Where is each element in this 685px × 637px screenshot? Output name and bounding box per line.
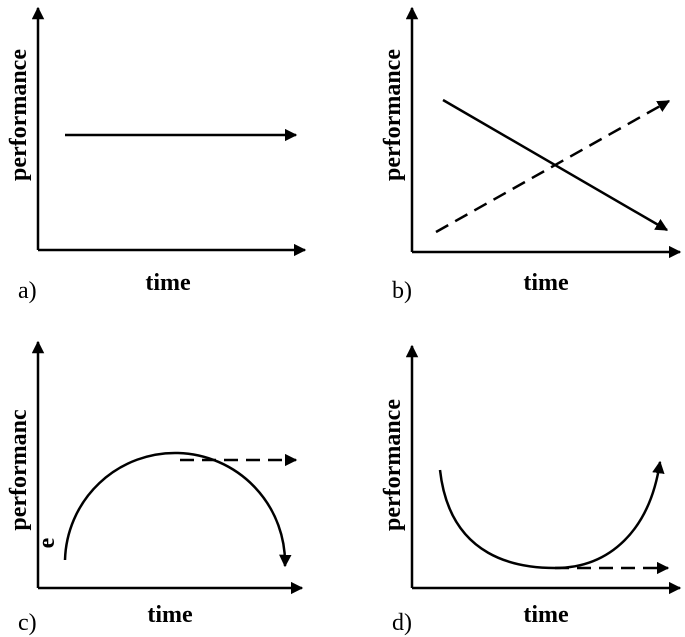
panel-d: performance time d) [380,344,682,636]
panel-label: d) [392,610,412,636]
panel-a: performance time a) [6,6,307,304]
x-label: time [523,602,569,628]
x-label: time [147,602,193,628]
panel-label: c) [18,610,37,636]
y-label: performance [6,49,32,181]
y-label: performanc [6,409,32,531]
panel-b: performance time b) [380,6,682,304]
y-label: performance [380,49,406,181]
x-label: time [145,270,191,296]
panel-label: b) [392,278,412,304]
curve [63,451,292,568]
panel-label: a) [18,278,37,304]
x-label: time [523,270,569,296]
dashed-curve [435,99,671,234]
curve [438,460,665,570]
y-label: e [34,537,60,548]
panel-c: performanc e time c) [6,340,304,636]
y-label: performance [380,399,406,531]
